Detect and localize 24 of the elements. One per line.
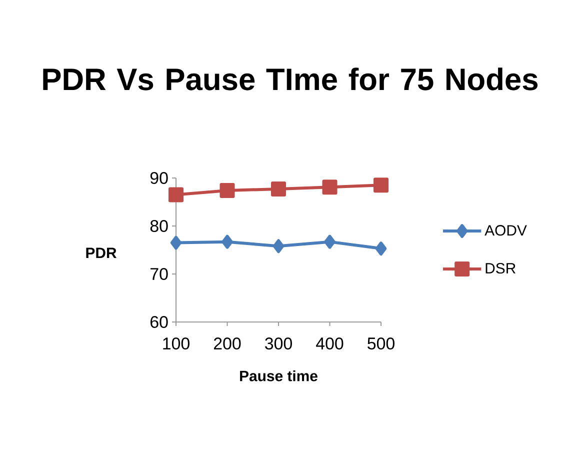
point <box>375 242 387 256</box>
legend-label: DSR <box>486 262 516 274</box>
x-tick-label: 500 <box>368 338 394 350</box>
legend-label: AODV <box>484 225 527 236</box>
y-axis-title: PDR <box>86 248 116 258</box>
chart-title: PDR Vs Pause TIme for 75 Nodes <box>43 68 538 90</box>
point <box>220 182 235 198</box>
point <box>272 239 284 254</box>
point <box>222 234 233 249</box>
x-tick-label: 300 <box>265 338 292 350</box>
point <box>170 236 182 250</box>
point <box>324 234 336 249</box>
x-axis-title: Pause time <box>240 370 318 382</box>
y-tick-label: 80 <box>150 220 168 232</box>
point <box>374 178 389 193</box>
y-tick-label: 70 <box>150 268 168 280</box>
point <box>322 180 338 195</box>
y-tick-label: 90 <box>150 172 168 184</box>
point <box>271 182 286 197</box>
x-tick-label: 400 <box>316 338 344 350</box>
y-tick-label: 60 <box>150 316 168 328</box>
point <box>168 187 184 202</box>
x-tick-label: 100 <box>163 338 190 350</box>
x-tick-label: 200 <box>214 338 241 350</box>
